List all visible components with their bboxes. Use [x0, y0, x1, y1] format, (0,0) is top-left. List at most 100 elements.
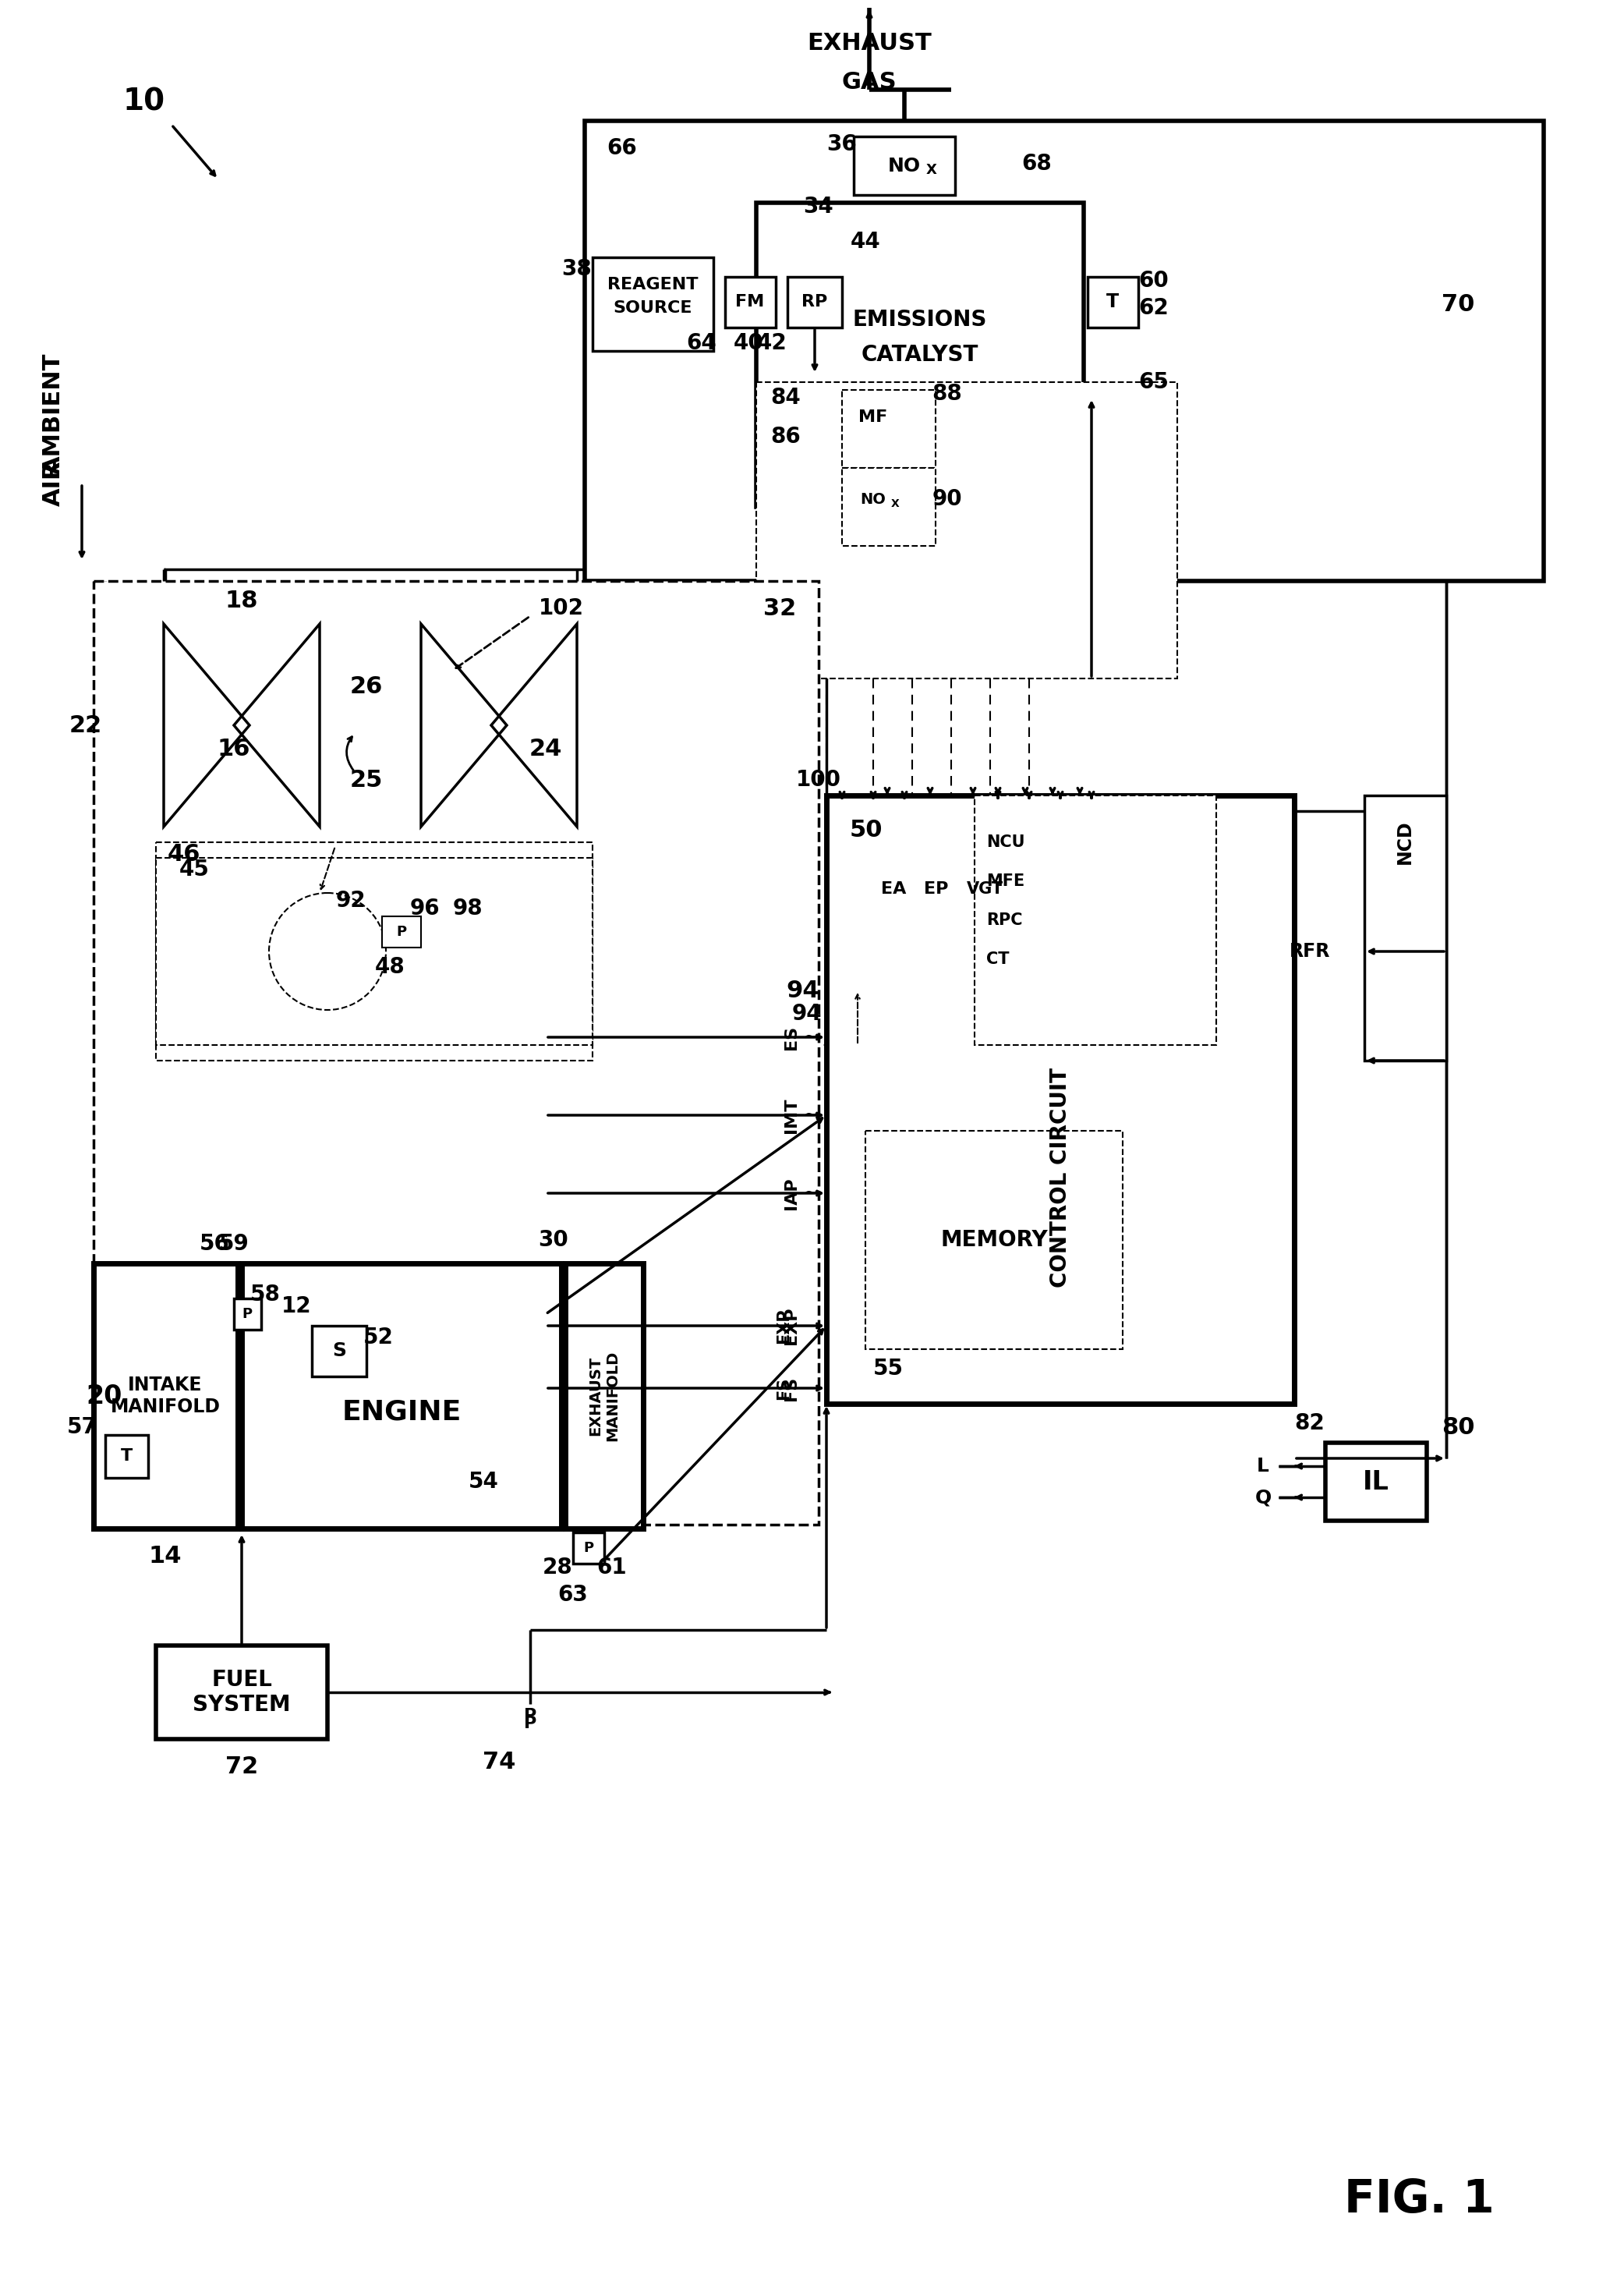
Text: EXHAUST
MANIFOLD: EXHAUST MANIFOLD	[588, 1350, 620, 1442]
Text: S: S	[333, 1341, 346, 1360]
Bar	[1325, 1442, 1427, 1522]
Text: NCU: NCU	[986, 834, 1025, 850]
Bar	[757, 203, 1083, 507]
Text: 70: 70	[1442, 292, 1475, 315]
Text: ~: ~	[804, 1186, 818, 1202]
Bar	[94, 1264, 237, 1529]
Text: T: T	[120, 1449, 132, 1465]
Text: ~: ~	[804, 1108, 818, 1122]
Text: P: P	[242, 1307, 252, 1321]
Text: 90: 90	[932, 489, 963, 510]
Text: 92: 92	[336, 889, 365, 912]
Text: 32: 32	[763, 596, 796, 619]
Text: 45: 45	[179, 859, 209, 880]
Text: CT: CT	[986, 951, 1009, 967]
Text: X: X	[892, 498, 900, 510]
Text: 22: 22	[70, 713, 102, 736]
Text: INTAKE
MANIFOLD: INTAKE MANIFOLD	[110, 1376, 221, 1417]
Text: 68: 68	[1021, 153, 1052, 174]
Text: GAS: GAS	[841, 71, 896, 94]
Text: 94: 94	[786, 978, 820, 1001]
Bar	[974, 795, 1216, 1044]
Text: 82: 82	[1294, 1412, 1325, 1435]
Text: 57: 57	[67, 1417, 97, 1437]
Text: EXP: EXP	[783, 1307, 799, 1344]
Bar	[242, 1264, 562, 1529]
Text: 72: 72	[226, 1755, 258, 1778]
Text: REAGENT: REAGENT	[607, 276, 698, 292]
Text: 10: 10	[123, 87, 166, 117]
Bar	[841, 468, 935, 546]
Text: FIG. 1: FIG. 1	[1343, 2178, 1494, 2221]
Text: FM: FM	[736, 295, 765, 308]
Text: Q: Q	[1255, 1488, 1272, 1506]
Text: P: P	[583, 1540, 594, 1556]
Text: P: P	[525, 1707, 536, 1723]
Text: RFR: RFR	[1289, 941, 1330, 960]
Text: 34: 34	[804, 197, 833, 217]
Text: ~: ~	[804, 1031, 818, 1044]
Text: 94: 94	[793, 1003, 822, 1024]
Text: 14: 14	[149, 1545, 182, 1568]
Text: FS: FS	[776, 1378, 791, 1398]
Text: 100: 100	[796, 770, 841, 791]
Text: 84: 84	[770, 386, 801, 409]
Text: EXHAUST: EXHAUST	[807, 32, 932, 55]
Bar	[724, 276, 776, 327]
Text: 20: 20	[86, 1382, 122, 1410]
Bar	[312, 1325, 367, 1376]
Text: 30: 30	[539, 1229, 568, 1250]
Bar	[156, 857, 593, 1044]
Bar	[1088, 276, 1138, 327]
Text: 54: 54	[468, 1472, 499, 1492]
Text: 59: 59	[219, 1234, 248, 1254]
Text: NO: NO	[861, 491, 887, 507]
Text: X: X	[926, 162, 937, 176]
Text: CATALYST: CATALYST	[861, 345, 979, 366]
Bar	[866, 1131, 1122, 1348]
Text: EXP: EXP	[776, 1307, 791, 1344]
Text: AIR: AIR	[42, 462, 65, 507]
Bar	[827, 795, 1294, 1403]
Text: 40: 40	[734, 331, 763, 354]
Text: 52: 52	[364, 1328, 393, 1348]
Text: VGT: VGT	[966, 882, 1004, 896]
Text: 96: 96	[409, 898, 440, 919]
Text: MF: MF	[859, 409, 888, 425]
Bar	[593, 258, 713, 352]
Bar	[106, 1435, 148, 1478]
Text: 63: 63	[559, 1584, 588, 1606]
Text: 24: 24	[529, 738, 562, 761]
Bar	[757, 382, 1177, 679]
Bar	[585, 121, 1544, 580]
Text: 58: 58	[250, 1284, 281, 1305]
Bar	[788, 276, 841, 327]
Text: MEMORY: MEMORY	[940, 1229, 1047, 1250]
Text: EMISSIONS: EMISSIONS	[853, 308, 987, 331]
Bar	[841, 391, 935, 468]
Text: ES: ES	[783, 1026, 799, 1049]
Text: EA: EA	[880, 882, 906, 896]
Text: 56: 56	[200, 1234, 229, 1254]
Text: 18: 18	[226, 590, 258, 612]
Text: 102: 102	[539, 596, 585, 619]
Text: 55: 55	[874, 1357, 903, 1380]
Text: L: L	[1257, 1458, 1270, 1476]
Text: MFE: MFE	[986, 873, 1025, 889]
Text: RPC: RPC	[986, 912, 1023, 928]
Text: FS: FS	[783, 1376, 799, 1401]
Bar	[854, 137, 955, 194]
Bar	[565, 1264, 643, 1529]
Text: FUEL
SYSTEM: FUEL SYSTEM	[193, 1668, 291, 1716]
Text: 48: 48	[375, 955, 404, 978]
Text: IAP: IAP	[783, 1177, 799, 1209]
Text: 46: 46	[167, 843, 201, 866]
Text: IL: IL	[1363, 1469, 1389, 1494]
Bar	[573, 1533, 604, 1563]
Text: NO: NO	[888, 158, 921, 176]
Text: P: P	[396, 925, 406, 939]
Text: 26: 26	[349, 674, 383, 697]
Text: 80: 80	[1442, 1417, 1475, 1440]
Text: 65: 65	[1138, 370, 1169, 393]
Text: 12: 12	[281, 1296, 312, 1316]
